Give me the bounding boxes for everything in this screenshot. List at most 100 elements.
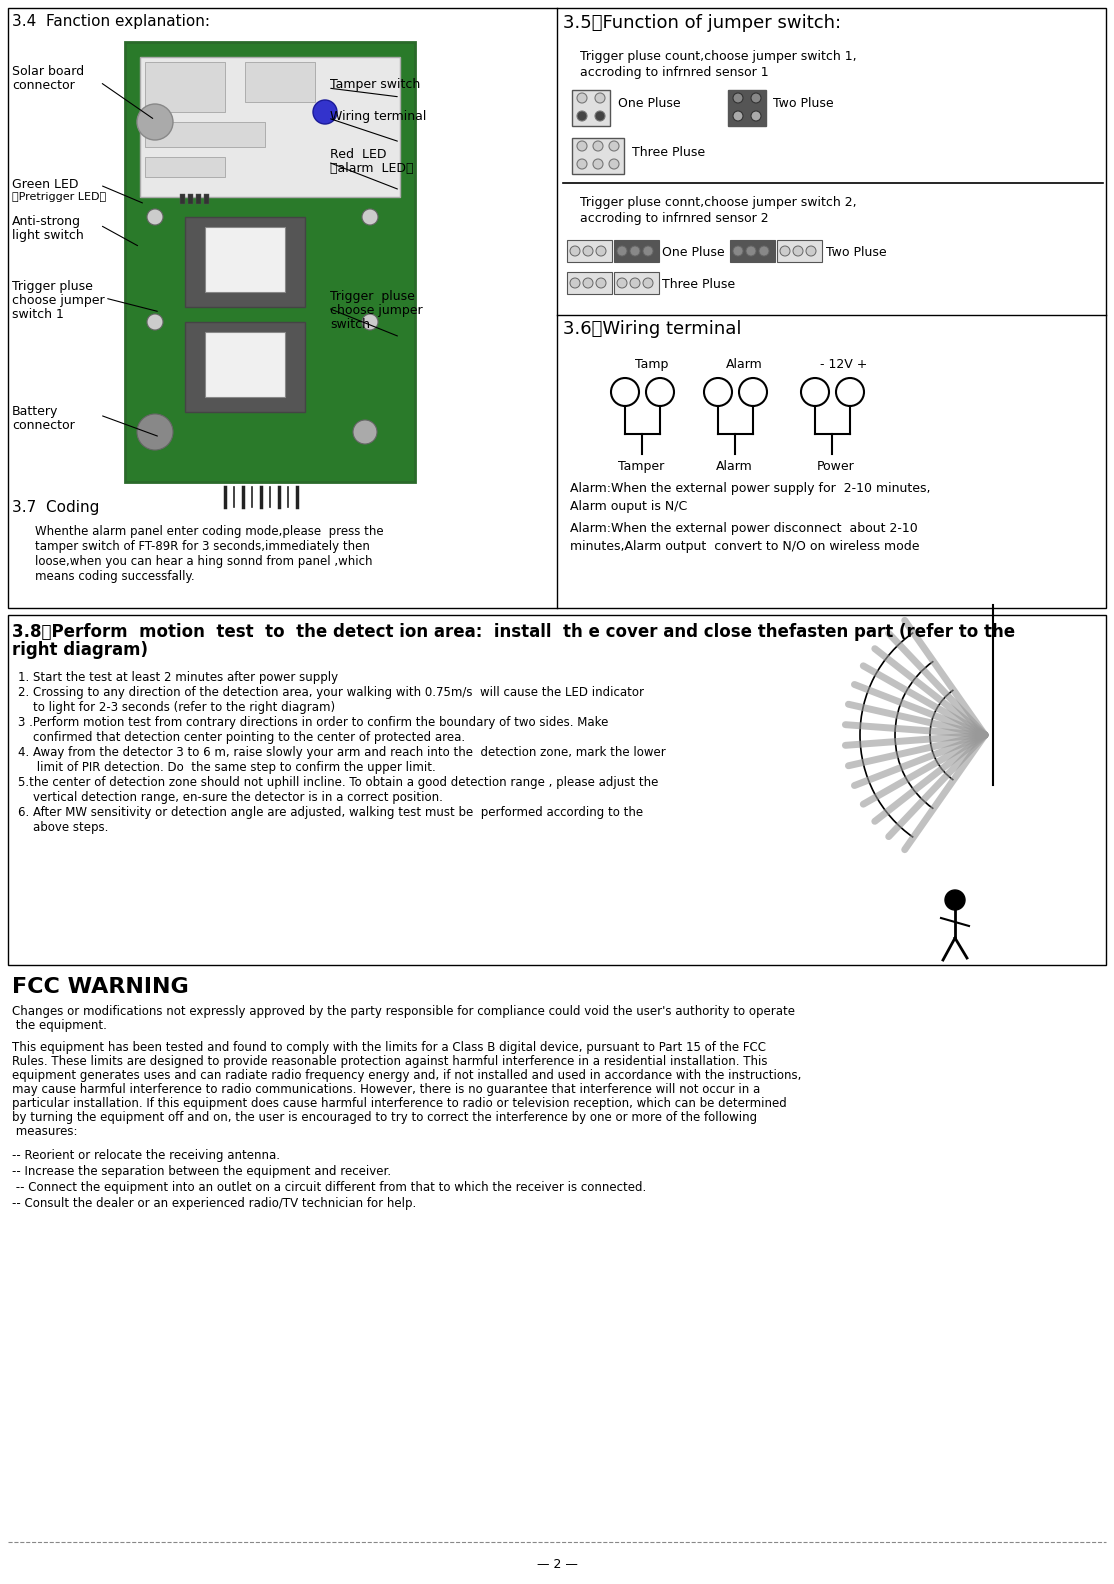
Circle shape [593, 158, 603, 169]
Circle shape [609, 158, 619, 169]
Circle shape [610, 379, 639, 406]
Bar [730, 241, 775, 261]
Circle shape [595, 111, 605, 120]
Text: Whenthe alarm panel enter coding mode,please  press the: Whenthe alarm panel enter coding mode,pl… [35, 524, 383, 539]
Text: Red  LED: Red LED [330, 147, 387, 162]
Text: minutes,Alarm output  convert to N/O on wireless mode: minutes,Alarm output convert to N/O on w… [570, 540, 919, 553]
Text: means coding successfally.: means coding successfally. [35, 570, 195, 583]
Circle shape [643, 246, 653, 257]
Circle shape [137, 413, 173, 450]
Circle shape [353, 420, 377, 444]
Circle shape [793, 246, 803, 257]
Circle shape [759, 246, 769, 257]
Text: limit of PIR detection. Do  the same step to confirm the upper limit.: limit of PIR detection. Do the same step… [18, 760, 436, 775]
Text: connector: connector [12, 420, 75, 432]
Text: Three Pluse: Three Pluse [632, 146, 705, 158]
Text: Alarm: Alarm [726, 358, 763, 371]
Text: （alarm  LED）: （alarm LED） [330, 162, 413, 174]
Circle shape [807, 246, 815, 257]
Circle shape [147, 314, 163, 329]
Circle shape [570, 279, 580, 288]
Circle shape [570, 246, 580, 257]
Circle shape [801, 379, 829, 406]
Circle shape [751, 93, 761, 103]
Text: （Pretrigger LED）: （Pretrigger LED） [12, 192, 106, 203]
Bar [204, 193, 209, 204]
Text: — 2 —: — 2 — [537, 1559, 577, 1571]
Circle shape [595, 93, 605, 103]
Circle shape [733, 246, 743, 257]
Text: 3.5、Function of jumper switch:: 3.5、Function of jumper switch: [563, 14, 841, 32]
Text: vertical detection range, en-sure the detector is in a correct position.: vertical detection range, en-sure the de… [18, 790, 443, 805]
Text: Alarm ouput is N/C: Alarm ouput is N/C [570, 501, 687, 513]
Text: 3.8、Perform  motion  test  to  the detect ion area:  install  th e cover and clo: 3.8、Perform motion test to the detect io… [12, 623, 1015, 642]
Text: 5.the center of detection zone should not uphill incline. To obtain a good detec: 5.the center of detection zone should no… [18, 776, 658, 789]
Circle shape [751, 111, 761, 120]
Text: -- Consult the dealer or an experienced radio/TV technician for help.: -- Consult the dealer or an experienced … [12, 1198, 417, 1210]
Text: Two Pluse: Two Pluse [773, 97, 833, 109]
Circle shape [780, 246, 790, 257]
Bar [567, 241, 612, 261]
Circle shape [746, 246, 756, 257]
Bar [614, 272, 659, 295]
Circle shape [147, 209, 163, 225]
Circle shape [583, 246, 593, 257]
Text: switch 1: switch 1 [12, 307, 63, 322]
Text: Tamper switch: Tamper switch [330, 78, 420, 90]
Text: 2. Crossing to any direction of the detection area, your walking with 0.75m/s  w: 2. Crossing to any direction of the dete… [18, 686, 644, 699]
Circle shape [577, 93, 587, 103]
Bar [614, 241, 659, 261]
Text: connector: connector [12, 79, 75, 92]
Text: to light for 2-3 seconds (refer to the right diagram): to light for 2-3 seconds (refer to the r… [18, 702, 335, 714]
Bar [180, 193, 185, 204]
Bar [145, 62, 225, 112]
Circle shape [643, 279, 653, 288]
Text: Two Pluse: Two Pluse [825, 246, 887, 260]
Text: 3.7  Coding: 3.7 Coding [12, 501, 99, 515]
Text: 4. Away from the detector 3 to 6 m, raise slowly your arm and reach into the  de: 4. Away from the detector 3 to 6 m, rais… [18, 746, 666, 759]
Text: 6. After MW sensitivity or detection angle are adjusted, walking test must be  p: 6. After MW sensitivity or detection ang… [18, 806, 643, 819]
Bar [205, 333, 285, 398]
Text: -- Increase the separation between the equipment and receiver.: -- Increase the separation between the e… [12, 1164, 391, 1178]
Circle shape [593, 141, 603, 150]
Bar [185, 322, 305, 412]
Bar [145, 157, 225, 177]
Text: equipment generates uses and can radiate radio frequency energy and, if not inst: equipment generates uses and can radiate… [12, 1069, 801, 1082]
Text: Changes or modifications not expressly approved by the party responsible for com: Changes or modifications not expressly a… [12, 1004, 795, 1019]
Text: Power: Power [817, 459, 854, 474]
Text: Wiring terminal: Wiring terminal [330, 109, 427, 124]
Text: choose jumper: choose jumper [330, 304, 422, 317]
Text: Battery: Battery [12, 406, 58, 418]
Circle shape [733, 93, 743, 103]
Text: Three Pluse: Three Pluse [662, 279, 735, 291]
Text: tamper switch of FT-89R for 3 seconds,immediately then: tamper switch of FT-89R for 3 seconds,im… [35, 540, 370, 553]
Text: choose jumper: choose jumper [12, 295, 105, 307]
Circle shape [631, 246, 641, 257]
Circle shape [577, 141, 587, 150]
Text: accroding to infrnred sensor 1: accroding to infrnred sensor 1 [580, 67, 769, 79]
Text: Alarm: Alarm [716, 459, 753, 474]
Text: Trigger pluse: Trigger pluse [12, 280, 92, 293]
Bar [729, 90, 766, 127]
Text: 3.4  Fanction explanation:: 3.4 Fanction explanation: [12, 14, 211, 29]
Text: One Pluse: One Pluse [662, 246, 724, 260]
Circle shape [631, 279, 641, 288]
Circle shape [362, 209, 378, 225]
Text: -- Connect the equipment into an outlet on a circuit different from that to whic: -- Connect the equipment into an outlet … [12, 1182, 646, 1194]
Bar [571, 90, 610, 127]
Circle shape [577, 158, 587, 169]
Text: above steps.: above steps. [18, 821, 108, 835]
Text: 3 .Perform motion test from contrary directions in order to confirm the boundary: 3 .Perform motion test from contrary dir… [18, 716, 608, 729]
Text: Trigger pluse count,choose jumper switch 1,: Trigger pluse count,choose jumper switch… [580, 51, 857, 63]
Bar [8, 615, 1106, 965]
Bar [125, 43, 416, 482]
Bar [245, 62, 315, 101]
Circle shape [739, 379, 768, 406]
Bar [205, 227, 285, 291]
Text: accroding to infrnred sensor 2: accroding to infrnred sensor 2 [580, 212, 769, 225]
Circle shape [945, 890, 965, 909]
Bar [145, 122, 265, 147]
Text: Tamper: Tamper [618, 459, 664, 474]
Text: Green LED: Green LED [12, 177, 78, 192]
Bar [196, 193, 201, 204]
